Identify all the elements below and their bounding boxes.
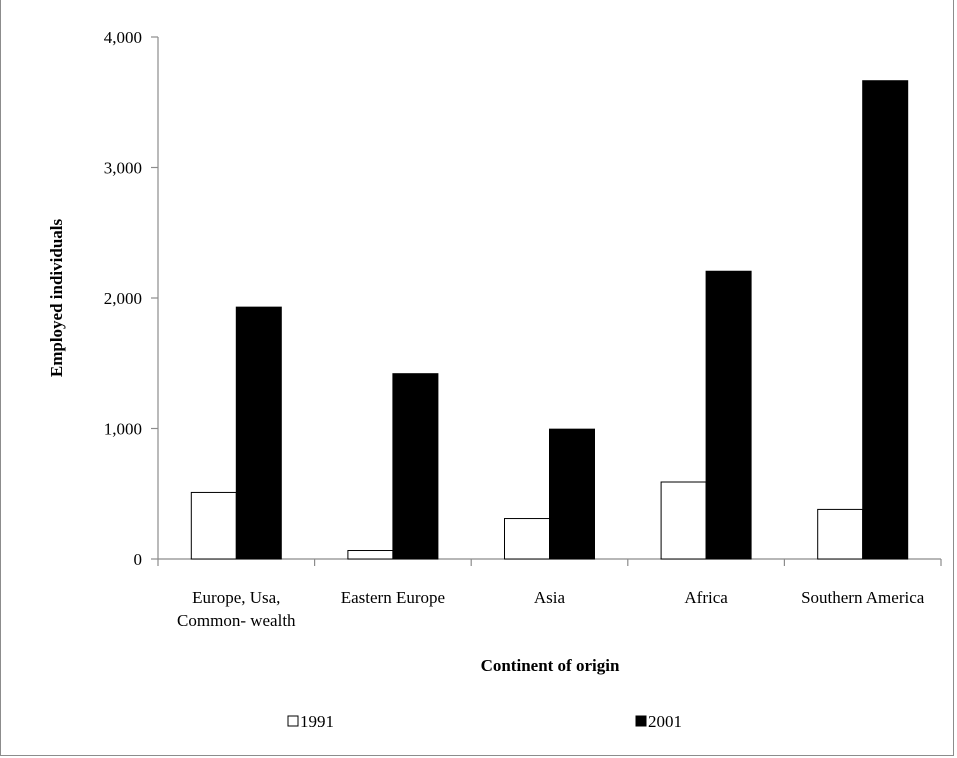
legend-swatch-2001 [635,715,647,727]
legend: 1991 2001 [287,712,682,731]
bar-1991 [347,550,394,560]
bar-2001 [392,373,439,560]
x-axis-title: Continent of origin [481,656,620,675]
legend-label-1991: 1991 [300,712,334,731]
x-axis: Europe, Usa, Common- wealth Eastern Europe… [157,558,942,630]
x-tick-label: Africa [684,588,728,607]
bar-1991 [504,518,550,560]
bar-2001 [862,80,909,560]
x-tick-label-line: Southern America [801,588,925,607]
y-tick-label: 1,000 [104,420,142,439]
y-tick-label: 3,000 [104,159,142,178]
bar-1991 [660,481,707,560]
y-axis: 0 1,000 2,000 3,000 4,000 [104,28,159,569]
bar-2001 [705,270,752,560]
x-tick-label: Eastern Europe [341,588,445,607]
bar-2001 [549,428,595,560]
bar-1991 [817,508,864,560]
bar-2001 [235,306,282,560]
x-tick-label: Asia [534,588,566,607]
y-axis-title: Employed individuals [47,218,66,377]
x-tick-label-line: Eastern Europe [341,588,445,607]
bars [190,80,909,560]
x-tick-label-line: Asia [534,588,566,607]
x-tick-label-line: Africa [684,588,728,607]
legend-label-2001: 2001 [648,712,682,731]
legend-swatch-1991 [287,715,299,727]
bar-1991 [190,491,237,560]
x-tick-label-line: Europe, Usa, [192,588,280,607]
x-tick-label: Europe, Usa, Common- wealth [177,588,296,630]
y-tick-label: 4,000 [104,28,142,47]
x-tick-label-line: Common- wealth [177,611,296,630]
x-tick-label: Southern America [801,588,925,607]
y-tick-label: 2,000 [104,289,142,308]
y-tick-label: 0 [134,550,143,569]
